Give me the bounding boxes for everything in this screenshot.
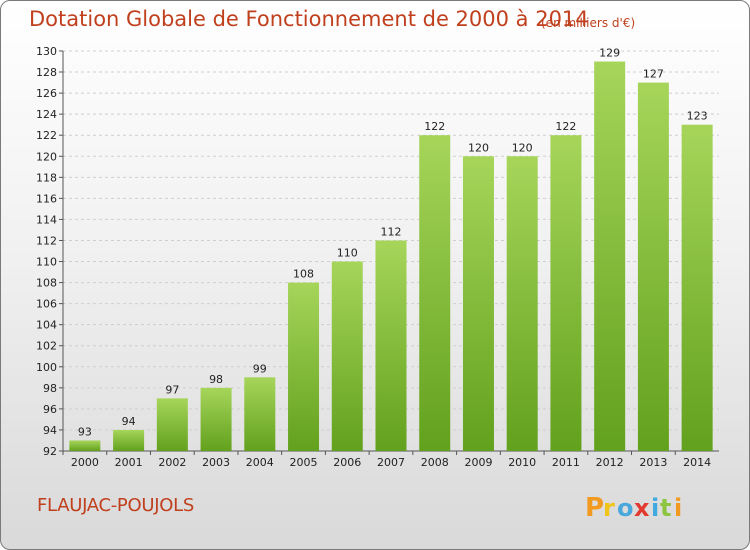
y-tick-label: 108: [36, 277, 57, 290]
bar: [69, 440, 101, 451]
x-tick-label: 2007: [377, 456, 405, 469]
bar-value-label: 110: [337, 247, 358, 260]
bar-value-label: 99: [253, 362, 267, 375]
x-tick-label: 2008: [421, 456, 449, 469]
x-tick-label: 2001: [115, 456, 143, 469]
y-tick-label: 114: [36, 213, 57, 226]
bar-value-label: 108: [293, 268, 314, 281]
bar-value-label: 94: [122, 415, 136, 428]
y-tick-label: 92: [43, 445, 57, 458]
y-tick-label: 124: [36, 108, 57, 121]
y-tick-label: 120: [36, 150, 57, 163]
bar-value-label: 120: [512, 141, 533, 154]
x-tick-label: 2003: [202, 456, 230, 469]
y-tick-label: 94: [43, 424, 57, 437]
bar: [462, 156, 494, 451]
y-tick-label: 100: [36, 361, 57, 374]
bar: [637, 82, 669, 451]
bar-value-label: 122: [424, 120, 445, 133]
bar: [419, 135, 451, 452]
bar-value-label: 112: [381, 225, 402, 238]
bar: [506, 156, 538, 451]
bar: [244, 377, 276, 451]
x-tick-label: 2006: [333, 456, 361, 469]
bar: [681, 124, 713, 452]
bar: [113, 429, 145, 451]
x-tick-label: 2012: [596, 456, 624, 469]
svg-text:P: P: [585, 493, 604, 523]
bar: [156, 398, 188, 451]
y-tick-label: 126: [36, 87, 57, 100]
bar: [331, 261, 363, 451]
bar: [200, 387, 232, 451]
x-tick-label: 2000: [71, 456, 99, 469]
x-tick-label: 2013: [639, 456, 667, 469]
y-tick-label: 112: [36, 234, 57, 247]
y-tick-label: 110: [36, 256, 57, 269]
bar-value-label: 93: [78, 425, 92, 438]
y-tick-label: 130: [36, 45, 57, 58]
y-tick-label: 98: [43, 382, 57, 395]
svg-text:r: r: [603, 494, 615, 522]
chart-unit-note: (en milliers d'€): [541, 16, 636, 30]
x-tick-label: 2009: [464, 456, 492, 469]
bar: [594, 61, 626, 452]
y-tick-label: 96: [43, 403, 57, 416]
svg-text:i: i: [651, 494, 659, 522]
x-tick-label: 2002: [158, 456, 186, 469]
bar-value-label: 127: [643, 68, 664, 81]
bar-value-label: 98: [209, 373, 223, 386]
x-tick-label: 2010: [508, 456, 536, 469]
y-tick-label: 102: [36, 340, 57, 353]
bar-value-label: 120: [468, 141, 489, 154]
svg-text:o: o: [617, 494, 634, 522]
y-tick-label: 122: [36, 129, 57, 142]
y-tick-label: 118: [36, 171, 57, 184]
chart-title: Dotation Globale de Fonctionnement de 20…: [29, 7, 589, 31]
svg-text:i: i: [674, 494, 682, 522]
y-tick-label: 116: [36, 192, 57, 205]
bar-value-label: 122: [555, 120, 576, 133]
y-tick-label: 106: [36, 298, 57, 311]
svg-text:t: t: [660, 494, 671, 522]
bar-value-label: 97: [165, 383, 179, 396]
bar: [550, 135, 582, 452]
x-tick-label: 2014: [683, 456, 711, 469]
svg-text:x: x: [634, 494, 650, 522]
bar: [375, 240, 407, 451]
x-tick-label: 2005: [290, 456, 318, 469]
y-tick-label: 128: [36, 66, 57, 79]
commune-name: FLAUJAC-POUJOLS: [37, 495, 194, 516]
bar-value-label: 129: [599, 47, 620, 60]
bar-value-label: 123: [687, 110, 708, 123]
x-tick-label: 2011: [552, 456, 580, 469]
x-tick-label: 2004: [246, 456, 274, 469]
bar: [288, 282, 320, 451]
proxiti-logo: P r o x i t i: [585, 493, 682, 523]
y-tick-label: 104: [36, 319, 57, 332]
